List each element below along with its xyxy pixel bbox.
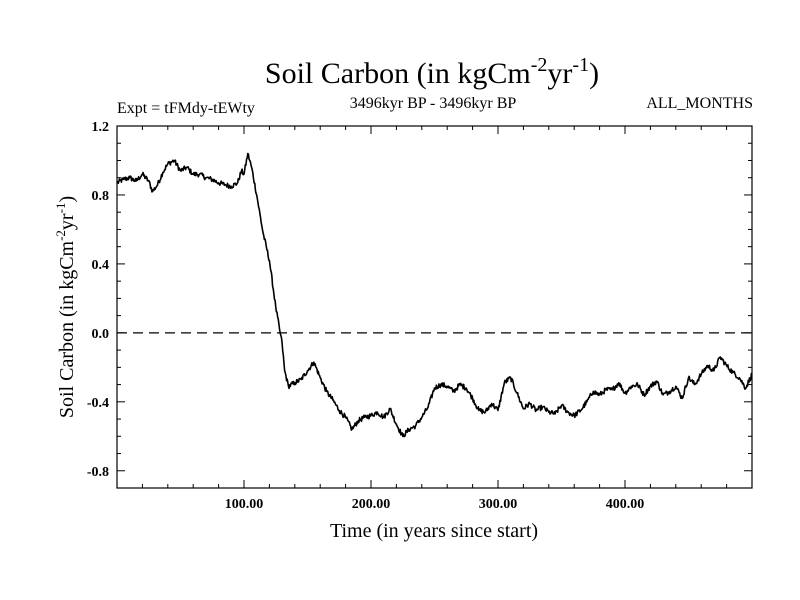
soil-carbon-series-line bbox=[116, 152, 753, 438]
y-axis-label-end: ) bbox=[56, 196, 78, 203]
y-axis-label-sup-1: -2 bbox=[53, 230, 68, 241]
plot-frame bbox=[116, 125, 753, 489]
x-tick-label: 400.00 bbox=[606, 497, 645, 512]
y-axis-label-sup-2: -1 bbox=[53, 203, 68, 214]
y-tick-label: 0.8 bbox=[92, 189, 110, 204]
chart-title-mid: yr bbox=[547, 57, 572, 90]
chart-title: Soil Carbon (in kgCm-2yr-1) bbox=[265, 54, 599, 90]
chart-title-sup-1: -2 bbox=[531, 54, 548, 76]
time-range-label: 3496kyr BP - 3496kyr BP bbox=[350, 95, 517, 112]
x-axis-label: Time (in years since start) bbox=[330, 520, 538, 542]
x-tick-label: 100.00 bbox=[225, 497, 264, 512]
y-tick-label: 0.0 bbox=[92, 327, 110, 342]
y-tick-label: -0.4 bbox=[87, 396, 109, 411]
months-label: ALL_MONTHS bbox=[646, 95, 753, 112]
x-tick-label: 200.00 bbox=[352, 497, 391, 512]
y-tick-label: 1.2 bbox=[92, 120, 110, 135]
y-tick-label: -0.8 bbox=[87, 465, 109, 480]
y-axis-label-mid: yr bbox=[56, 213, 78, 230]
x-axis-ticks: 100.00 200.00 300.00 400.00 bbox=[141, 126, 728, 512]
y-axis-ticks: 1.2 0.8 0.4 0.0 -0.4 -0.8 bbox=[87, 120, 752, 489]
experiment-label: Expt = tFMdy-tEWty bbox=[117, 100, 255, 117]
x-tick-label: 300.00 bbox=[479, 497, 518, 512]
y-axis-label-main: Soil Carbon (in kgCm bbox=[56, 240, 78, 418]
y-tick-label: 0.4 bbox=[92, 258, 110, 273]
chart-title-end: ) bbox=[589, 57, 599, 90]
y-axis-label: Soil Carbon (in kgCm-2yr-1) bbox=[53, 196, 78, 418]
chart-title-sup-2: -1 bbox=[572, 54, 589, 76]
chart-title-main: Soil Carbon (in kgCm bbox=[265, 57, 531, 90]
